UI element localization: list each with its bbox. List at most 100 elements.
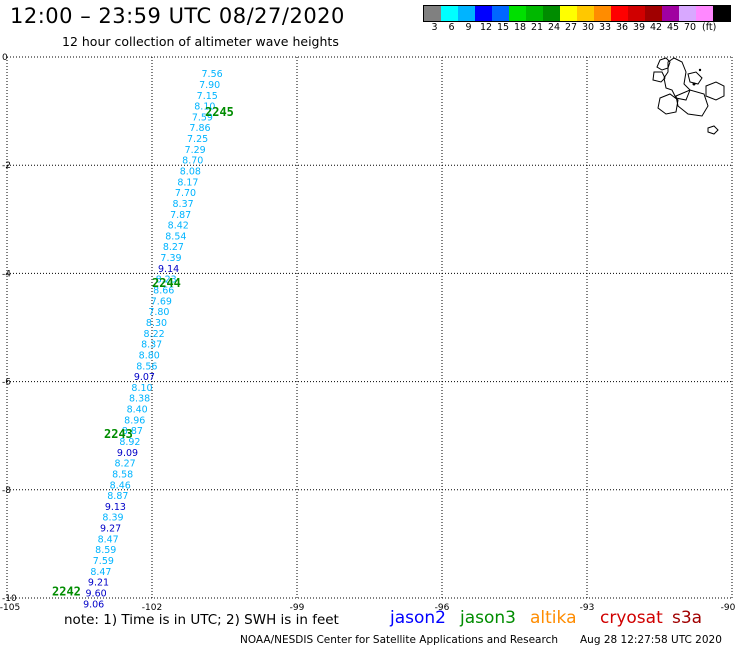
scale-label: 30: [582, 22, 595, 33]
wave-height-value: 8.40: [127, 405, 148, 416]
scale-label: 24: [548, 22, 561, 33]
wave-height-value: 7.87: [170, 210, 191, 221]
scale-label: 6: [448, 22, 455, 33]
satellite-jason2: jason2: [390, 608, 446, 628]
scale-swatch: [509, 6, 526, 21]
wave-height-value: 7.29: [185, 145, 206, 156]
wave-height-value: 8.30: [146, 318, 167, 329]
wave-height-value: 7.80: [148, 307, 169, 318]
islet: [692, 82, 696, 86]
wave-height-value: 7.25: [187, 134, 208, 145]
scale-label: 33: [599, 22, 612, 33]
lat-label: -4: [2, 269, 11, 279]
wave-height-value: 8.87: [122, 426, 143, 437]
wave-height-value: 8.17: [177, 177, 198, 188]
footer-credit: NOAA/NESDIS Center for Satellite Applica…: [240, 634, 558, 646]
map-title: 12:00 – 23:59 UTC 08/27/2020: [10, 4, 345, 28]
scale-swatch: [526, 6, 543, 21]
lon-label: -105: [0, 603, 20, 613]
lat-label: -8: [2, 486, 11, 496]
wave-height-value: 8.10: [194, 102, 215, 113]
wave-height-value: 8.47: [98, 534, 119, 545]
wave-height-value: 7.86: [189, 123, 210, 134]
scale-label: 42: [650, 22, 663, 33]
galapagos-coastline: [652, 57, 725, 135]
wave-height-value: 8.80: [139, 350, 160, 361]
wave-height-value: 8.58: [112, 469, 133, 480]
wave-height-value: 8.42: [168, 221, 189, 232]
scale-label: 15: [497, 22, 510, 33]
satellite-jason3: jason3: [460, 608, 516, 628]
island-outline: [657, 93, 679, 115]
scale-swatch: [696, 6, 713, 21]
scale-label: 70: [684, 22, 697, 33]
scale-label: 12: [480, 22, 493, 33]
scale-label: 21: [531, 22, 544, 33]
scale-swatch: [441, 6, 458, 21]
wave-height-value: 9.13: [105, 502, 126, 513]
wave-height-value: 8.10: [131, 383, 152, 394]
time-label: 2245: [205, 105, 234, 119]
scale-label: (ft): [702, 22, 717, 33]
scale-swatch: [679, 6, 696, 21]
scale-swatch: [560, 6, 577, 21]
scale-swatch: [577, 6, 594, 21]
scale-label: 18: [514, 22, 527, 33]
wave-height-value: 8.54: [165, 231, 186, 242]
scale-label: 45: [667, 22, 680, 33]
wave-height-value: 7.56: [202, 69, 223, 80]
map-subtitle: 12 hour collection of altimeter wave hei…: [62, 34, 339, 49]
lat-label: -10: [2, 594, 17, 604]
wave-height-value: 7.15: [197, 91, 218, 102]
time-label: 2243: [104, 427, 133, 441]
scale-label: 9: [465, 22, 472, 33]
scale-label: 36: [616, 22, 629, 33]
wave-height-value: 8.38: [129, 394, 150, 405]
scale-swatch: [475, 6, 492, 21]
time-label: 2242: [52, 584, 81, 598]
islet: [698, 68, 702, 72]
lon-label: -93: [580, 603, 595, 613]
wave-height-value: 7.70: [175, 188, 196, 199]
island-outline: [675, 89, 709, 117]
lon-label: -102: [142, 603, 162, 613]
wave-height-value: 8.27: [115, 459, 136, 470]
scale-swatch: [662, 6, 679, 21]
wave-height-value: 8.22: [144, 329, 165, 340]
island-outline: [707, 125, 719, 135]
wave-height-value: 9.07: [134, 372, 155, 383]
scale-label: 27: [565, 22, 578, 33]
satellite-cryosat: cryosat: [600, 608, 663, 628]
scale-swatch: [543, 6, 560, 21]
legend-note: note: 1) Time is in UTC; 2) SWH is in fe…: [64, 612, 339, 628]
island-outline: [663, 57, 691, 101]
lon-label: -96: [435, 603, 450, 613]
lat-label: -6: [2, 378, 11, 388]
scale-swatch: [628, 6, 645, 21]
scale-swatch: [611, 6, 628, 21]
wave-height-value: 8.92: [119, 437, 140, 448]
island-outline: [652, 71, 666, 83]
altimeter-track: 7.567.907.158.107.597.867.257.298.708.08…: [83, 69, 223, 610]
satellite-altika: altika: [530, 608, 577, 628]
time-labels: 2245 2244 2243 2242: [52, 105, 234, 598]
wave-height-value: 8.27: [163, 242, 184, 253]
wave-height-value: 7.59: [192, 112, 213, 123]
wave-height-value: 7.59: [93, 556, 114, 567]
scale-swatch: [713, 6, 730, 21]
lat-label: 0: [2, 53, 8, 63]
time-label: 2244: [152, 276, 181, 290]
wave-height-value: 8.87: [107, 491, 128, 502]
wave-height-value: 8.70: [182, 156, 203, 167]
wave-height-value: 8.96: [124, 415, 145, 426]
scale-swatch: [645, 6, 662, 21]
wave-height-value: 8.37: [141, 340, 162, 351]
scale-swatch: [458, 6, 475, 21]
scale-swatch: [594, 6, 611, 21]
wave-height-value: 9.21: [88, 578, 109, 589]
wave-height-value: 9.06: [83, 599, 104, 610]
wave-height-value: 9.14: [158, 264, 179, 275]
wave-height-value: 8.56: [136, 361, 157, 372]
lat-label: -2: [2, 161, 11, 171]
